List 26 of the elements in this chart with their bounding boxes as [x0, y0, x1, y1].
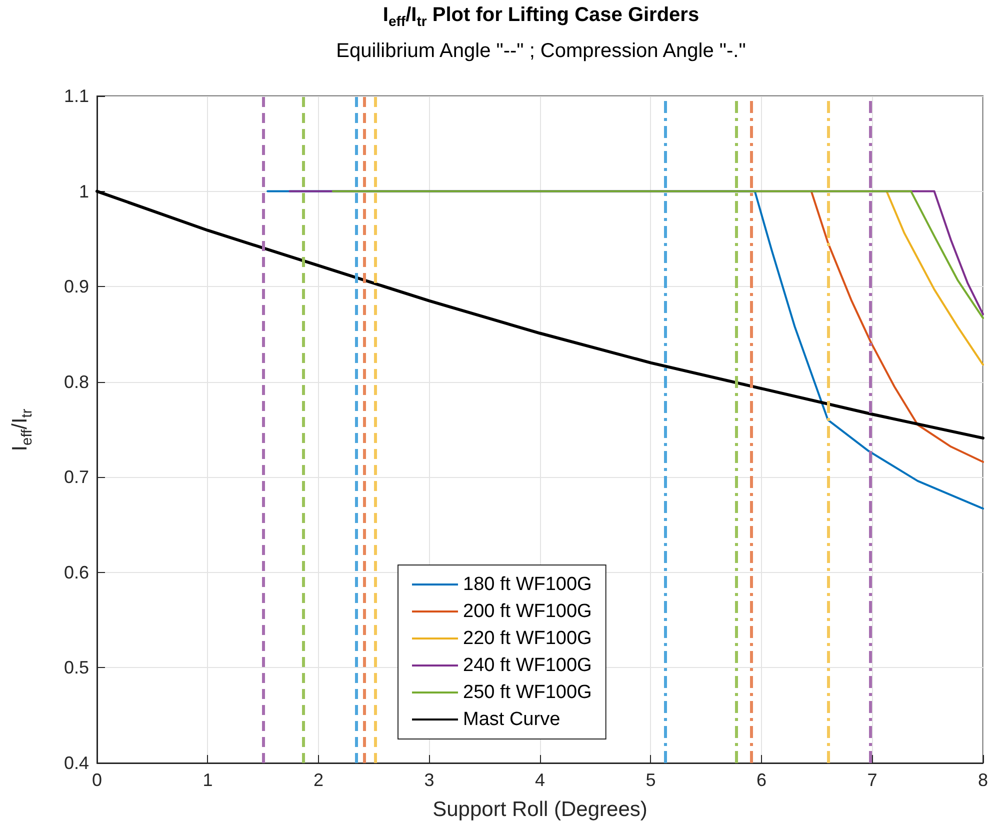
y-tick-label: 1 — [78, 181, 89, 202]
legend-label: 220 ft WF100G — [463, 628, 592, 649]
x-tick-label: 5 — [646, 770, 656, 790]
x-tick-label: 3 — [424, 770, 434, 790]
chart-title: I$_{eff}$/I$_{tr}$ Plot for Lifting Case Girders — [382, 4, 700, 29]
legend-label: Mast Curve — [463, 709, 560, 730]
legend-label: 250 ft WF100G — [463, 682, 592, 703]
legend-label: 240 ft WF100G — [463, 655, 592, 676]
x-tick-label: 2 — [313, 770, 324, 790]
y-tick-label: 0.5 — [64, 658, 89, 678]
x-tick-label: 4 — [534, 770, 546, 790]
chart-subtitle: Equilibrium Angle "--" ; Compression Angle "-." — [335, 40, 747, 63]
y-tick-label: 1.1 — [64, 86, 89, 106]
legend-label: 200 ft WF100G — [463, 601, 592, 622]
x-tick-label: 6 — [756, 770, 767, 790]
legend-label: 180 ft WF100G — [463, 574, 592, 595]
y-tick-label: 0.9 — [64, 276, 89, 297]
y-tick-label: 0.6 — [64, 562, 89, 582]
x-axis-title: Support Roll (Degrees) — [432, 798, 648, 821]
x-tick-label: 1 — [202, 770, 213, 790]
x-tick-label: 8 — [978, 770, 988, 790]
y-tick-label: 0.4 — [64, 753, 89, 773]
x-tick-label: 7 — [867, 770, 878, 790]
y-tick-label: 0.7 — [64, 467, 89, 488]
y-tick-label: 0.8 — [64, 372, 89, 392]
x-tick-label: 0 — [92, 770, 102, 790]
